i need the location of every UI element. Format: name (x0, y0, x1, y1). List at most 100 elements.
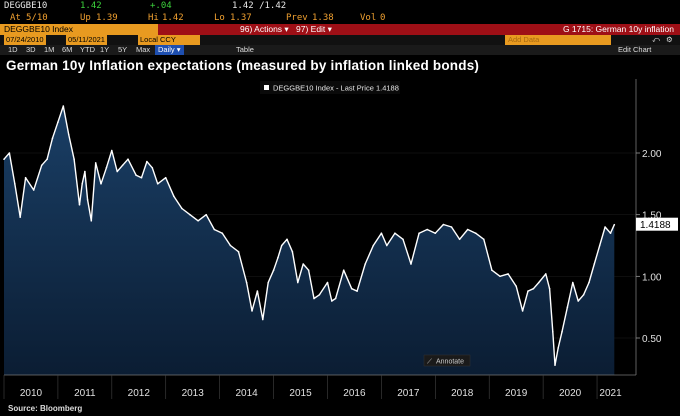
data-point (237, 250, 240, 253)
data-point (135, 174, 137, 176)
x-tick-label: 2021 (599, 388, 622, 399)
frequency-select[interactable]: Daily ▾ (155, 45, 184, 55)
annotate-icon: ⟋ (427, 358, 432, 366)
last-value-tag: 1.4188 (636, 217, 678, 231)
data-point (229, 244, 232, 247)
data-point (364, 263, 367, 265)
data-point (552, 331, 554, 333)
end-date-field[interactable]: 05/11/2021 (66, 35, 107, 45)
last-value-label: 1.4188 (640, 220, 671, 231)
data-point (205, 213, 207, 216)
data-point (326, 281, 329, 284)
data-point (116, 170, 118, 173)
data-point (402, 238, 404, 241)
undo-icon[interactable]: ⤺ (652, 35, 661, 44)
y-tick-label: 1.00 (642, 272, 662, 283)
chart-area: DEGGBE10 Index - Last Price 1.4188 ⟋ Ann… (3, 79, 678, 399)
annotate-label: Annotate (436, 359, 464, 366)
data-point (24, 176, 27, 179)
data-point (356, 290, 358, 292)
data-point (51, 137, 54, 139)
range-1d[interactable]: 1D (8, 45, 18, 54)
hi-value: 1.42 (162, 13, 184, 23)
data-point (100, 183, 102, 185)
range-max[interactable]: Max (136, 45, 151, 54)
data-point (593, 263, 596, 265)
data-point (302, 263, 305, 265)
data-point (566, 306, 569, 308)
data-point (267, 281, 270, 284)
y-tick-label: 1.50 (642, 211, 662, 222)
lo-value: 1.37 (230, 13, 252, 23)
data-point (151, 167, 154, 169)
data-point (121, 164, 124, 167)
edit-chart-button[interactable]: Edit Chart (618, 45, 652, 54)
series-points (3, 105, 616, 366)
data-point (251, 310, 253, 312)
data-point (245, 281, 248, 284)
vol-label: Vol (360, 13, 377, 23)
data-point (521, 310, 524, 312)
prev-label: Prev (286, 13, 308, 23)
range-6m[interactable]: 6M (62, 45, 73, 54)
data-point (40, 164, 43, 167)
annotate-button[interactable]: ⟋ Annotate (423, 354, 471, 367)
data-point (313, 297, 315, 300)
data-point (94, 162, 97, 164)
range-1m[interactable]: 1M (44, 45, 55, 54)
x-tick-label: 2020 (559, 388, 582, 399)
start-date-field[interactable]: 07/24/2010 (4, 35, 46, 45)
data-point (86, 199, 89, 201)
lo-label: Lo (214, 13, 225, 23)
data-point (84, 170, 86, 173)
data-point (19, 216, 22, 218)
data-point (458, 238, 461, 241)
gear-icon[interactable]: ⚙ (666, 35, 673, 44)
data-point (262, 318, 264, 321)
data-point (466, 228, 469, 231)
hi-label: Hi (148, 13, 159, 23)
up-value: 1.39 (96, 13, 118, 23)
data-point (507, 273, 509, 275)
edit-menu[interactable]: 97) Edit ▾ (296, 24, 332, 34)
data-point (46, 158, 48, 160)
prev-value: 1.38 (312, 13, 334, 23)
data-point (483, 238, 485, 241)
actions-menu[interactable]: 96) Actions ▾ (240, 24, 289, 34)
currency-select[interactable]: Local CCY (138, 35, 200, 45)
range-bar: 1D 3D 1M 6M YTD 1Y 5Y Max Daily ▾ Table … (0, 45, 680, 55)
at-value: 5/10 (26, 13, 48, 23)
x-tick-label: 2013 (182, 388, 205, 399)
data-point (450, 226, 453, 228)
x-tick-label: 2010 (20, 388, 43, 399)
data-point (221, 232, 224, 234)
data-point (146, 160, 148, 163)
data-point (557, 347, 559, 349)
data-point (394, 232, 396, 234)
data-point (572, 281, 574, 284)
data-point (442, 223, 445, 226)
data-point (173, 195, 175, 197)
add-data-field[interactable]: Add Data (505, 35, 611, 45)
range-3d[interactable]: 3D (26, 45, 36, 54)
quote-bid-ask: 1.42 /1.42 (232, 1, 287, 11)
data-point (372, 244, 375, 247)
table-button[interactable]: Table (236, 45, 254, 54)
data-point (561, 331, 563, 333)
at-label: At (10, 13, 21, 23)
x-tick-label: 2018 (451, 388, 474, 399)
security-field[interactable]: DEGGBE10 Index (0, 24, 158, 35)
data-point (81, 183, 83, 185)
quote-ticker: DEGGBE10 (4, 1, 48, 11)
series-area (4, 106, 615, 375)
data-point (434, 232, 437, 234)
data-point (105, 167, 108, 169)
range-5y[interactable]: 5Y (118, 45, 128, 54)
data-point (78, 204, 81, 206)
data-point (474, 232, 477, 234)
data-point (548, 287, 551, 290)
range-ytd[interactable]: YTD (80, 45, 95, 54)
data-point (545, 273, 547, 275)
data-point (3, 158, 5, 160)
range-1y[interactable]: 1Y (100, 45, 110, 54)
